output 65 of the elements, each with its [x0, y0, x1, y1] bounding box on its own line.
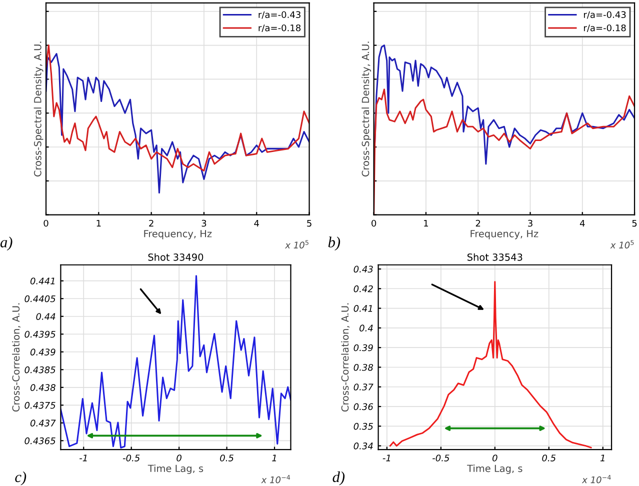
text: x 10$^{−4}$: [261, 475, 290, 484]
x-tick-label: -1: [80, 454, 87, 462]
x-tick-label: 0: [44, 220, 48, 227]
x-tick-label: 0: [176, 454, 182, 462]
text: b): [328, 236, 340, 251]
legend-label: r/a=-0.18: [258, 24, 301, 32]
x-tick-label: -0.5: [432, 454, 450, 462]
y-tick-label: 0.4365: [24, 437, 56, 444]
y-tick-label: 0.438: [30, 384, 56, 391]
legend-label: r/a=-0.43: [258, 11, 300, 19]
x-tick-label: 3: [528, 220, 532, 227]
line-series: [389, 281, 592, 448]
y-axis-title: Cross-Correlation, A.U.: [341, 303, 350, 412]
x-axis-title: Frequency, Hz: [470, 230, 538, 240]
y-tick-label: 0.37: [354, 384, 374, 390]
x-tick-label: -1: [382, 454, 390, 462]
y-tick-label: 0.43: [354, 266, 373, 273]
x-axis-title: Time Lag, s: [467, 464, 522, 474]
x-tick-label: 2: [476, 220, 480, 227]
y-axis-title: Cross-Spectral Density, A.U.: [34, 42, 44, 176]
y-axis-title: Cross-Correlation, A.U.: [12, 303, 21, 412]
text: c): [15, 471, 26, 486]
text: a): [0, 236, 12, 251]
text: x 10$^{−4}$: [582, 475, 611, 484]
chart-title: Shot 33490: [148, 253, 204, 261]
x-tick-label: 0.5: [220, 454, 234, 462]
y-tick-label: 0.36: [354, 403, 374, 410]
y-tick-label: 0.441: [30, 278, 54, 284]
y-tick-label: 0.4405: [24, 295, 56, 302]
y-tick-label: 0.42: [354, 285, 373, 292]
y-tick-label: 0.439: [30, 348, 56, 356]
x-tick-label: 4: [580, 220, 585, 227]
y-axis-title: Cross-Spectral Density, A.U.: [362, 42, 372, 176]
x-tick-label: 1: [424, 220, 428, 227]
x-tick-label: 0: [492, 454, 498, 462]
chart-title: Shot 33543: [467, 253, 522, 261]
text: x 10$^{5}$: [284, 240, 308, 248]
x-tick-label: 1: [600, 454, 604, 462]
y-tick-label: 0.4375: [24, 402, 56, 409]
x-tick-label: 5: [307, 220, 312, 227]
x-axis-title: Frequency, Hz: [144, 230, 212, 240]
x-tick-label: 5: [632, 220, 637, 227]
legend-label: r/a=-0.18: [584, 24, 626, 32]
legend-label: r/a=-0.43: [584, 11, 626, 19]
y-tick-label: 0.35: [354, 422, 373, 430]
x-tick-label: 2: [149, 220, 154, 227]
y-tick-label: 0.4385: [24, 366, 56, 374]
text: x 10$^{5}$: [610, 240, 634, 248]
y-tick-label: 0.437: [30, 420, 56, 426]
x-tick-label: 0.5: [542, 454, 556, 462]
y-tick-label: 0.38: [354, 364, 374, 371]
x-tick-label: -0.5: [122, 454, 140, 462]
x-tick-label: 3: [202, 220, 206, 227]
x-tick-label: 1: [272, 454, 276, 462]
x-axis-title: Time Lag, s: [148, 464, 204, 474]
y-tick-label: 0.34: [354, 442, 373, 450]
y-tick-label: 0.39: [354, 344, 373, 352]
text: d): [332, 471, 345, 486]
y-tick-label: 0.4: [360, 324, 373, 332]
y-tick-label: 0.4395: [24, 330, 56, 338]
x-tick-label: 1: [96, 220, 101, 227]
y-tick-label: 0.41: [354, 305, 372, 312]
x-tick-label: 4: [254, 220, 259, 227]
x-tick-label: 0: [372, 220, 376, 227]
y-tick-label: 0.44: [36, 313, 56, 320]
